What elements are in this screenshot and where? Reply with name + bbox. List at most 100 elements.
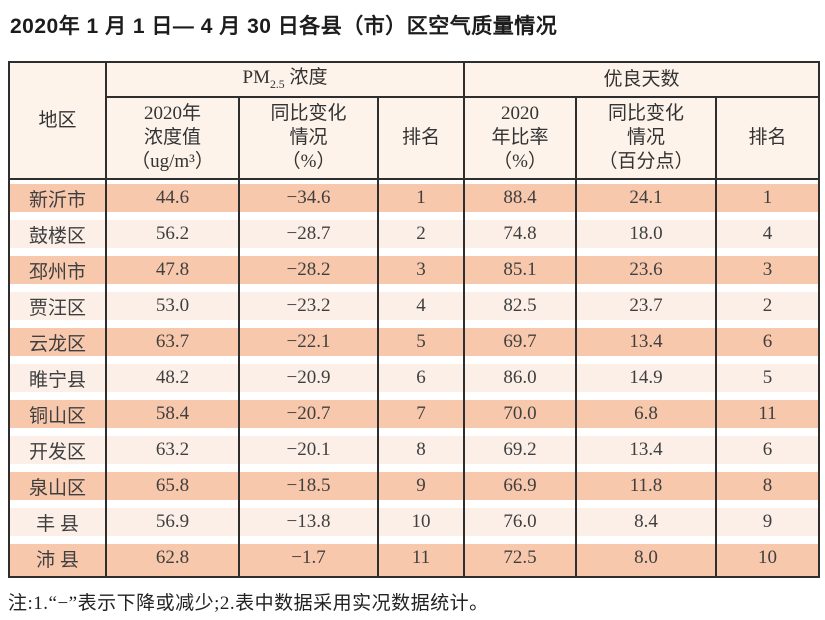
header-sub-row: 2020年 浓度值 （ug/m³） 同比变化 情况 （%） 排名 2020 年比… bbox=[9, 97, 821, 180]
good-rank-cell: 3 bbox=[714, 252, 821, 288]
region-cell: 云龙区 bbox=[8, 324, 107, 360]
pm25-change-cell: −23.2 bbox=[238, 288, 379, 324]
pm25-value-cell: 56.2 bbox=[105, 216, 240, 252]
air-quality-table: 地区 PM2.5 浓度 优良天数 2020年 浓度值 （ug/m³） 同比变化 … bbox=[8, 61, 821, 578]
pm25-rank-cell: 3 bbox=[377, 252, 465, 288]
good-change-cell: 23.6 bbox=[575, 252, 717, 288]
good-rate-cell: 70.0 bbox=[463, 396, 577, 432]
good-change-cell: 11.8 bbox=[575, 468, 717, 504]
col-header-region: 地区 bbox=[8, 62, 107, 180]
footnote: 注:1.“−”表示下降或减少;2.表中数据采用实况数据统计。 bbox=[8, 593, 489, 614]
pm25-rank-cell: 6 bbox=[377, 360, 465, 396]
pm25-subscript: 2.5 bbox=[269, 78, 285, 92]
pm25-rank-cell: 7 bbox=[377, 396, 465, 432]
pm25-value-cell: 48.2 bbox=[105, 360, 240, 396]
table-row: 新沂市 44.6 −34.6 1 88.4 24.1 1 bbox=[8, 179, 821, 216]
good-rank-cell: 5 bbox=[714, 360, 821, 396]
pm25-rank-cell: 9 bbox=[377, 468, 465, 504]
pm25-rank-cell: 4 bbox=[377, 288, 465, 324]
pm25-change-cell: −20.1 bbox=[238, 432, 379, 468]
pm25-change-cell: −20.9 bbox=[238, 360, 379, 396]
region-cell: 邳州市 bbox=[8, 252, 107, 288]
good-change-cell: 14.9 bbox=[575, 360, 717, 396]
col-header-pm25-rank: 排名 bbox=[377, 97, 465, 180]
col-header-good-rate: 2020 年比率 （%） bbox=[463, 97, 577, 180]
pm25-change-cell: −34.6 bbox=[238, 179, 379, 216]
region-cell: 鼓楼区 bbox=[8, 216, 107, 252]
pm25-change-cell: −28.7 bbox=[238, 216, 379, 252]
pm25-rank-cell: 2 bbox=[377, 216, 465, 252]
region-cell: 贾汪区 bbox=[8, 288, 107, 324]
table-body: 新沂市 44.6 −34.6 1 88.4 24.1 1 鼓楼区 56.2 −28.7 2 74.8 1… bbox=[8, 179, 821, 577]
pm25-change-cell: −28.2 bbox=[238, 252, 379, 288]
table-row: 丰 县 56.9 −13.8 10 76.0 8.4 9 bbox=[8, 504, 821, 540]
col-header-good-change: 同比变化 情况 （百分点） bbox=[575, 97, 717, 180]
good-rate-cell: 74.8 bbox=[463, 216, 577, 252]
pm25-change-cell: −1.7 bbox=[238, 540, 379, 577]
good-rank-cell: 10 bbox=[714, 540, 821, 577]
pm25-value-cell: 65.8 bbox=[105, 468, 240, 504]
col-header-pm25-change: 同比变化 情况 （%） bbox=[238, 97, 379, 180]
pm25-value-cell: 58.4 bbox=[105, 396, 240, 432]
pm25-change-cell: −20.7 bbox=[238, 396, 379, 432]
good-rank-cell: 2 bbox=[714, 288, 821, 324]
pm25-value-cell: 44.6 bbox=[105, 179, 240, 216]
pm25-prefix: PM bbox=[242, 67, 270, 89]
good-change-cell: 8.0 bbox=[575, 540, 717, 577]
region-cell: 铜山区 bbox=[8, 396, 107, 432]
table-row: 云龙区 63.7 −22.1 5 69.7 13.4 6 bbox=[8, 324, 821, 360]
pm25-value-cell: 56.9 bbox=[105, 504, 240, 540]
good-rate-cell: 69.2 bbox=[463, 432, 577, 468]
good-rate-cell: 76.0 bbox=[463, 504, 577, 540]
region-cell: 丰 县 bbox=[8, 504, 107, 540]
good-rate-cell: 69.7 bbox=[463, 324, 577, 360]
col-header-pm25-value: 2020年 浓度值 （ug/m³） bbox=[105, 97, 240, 180]
region-cell: 睢宁县 bbox=[8, 360, 107, 396]
table-header: 地区 PM2.5 浓度 优良天数 2020年 浓度值 （ug/m³） 同比变化 … bbox=[8, 62, 821, 180]
good-rank-cell: 9 bbox=[714, 504, 821, 540]
table-row: 鼓楼区 56.2 −28.7 2 74.8 18.0 4 bbox=[8, 216, 821, 252]
pm25-rank-cell: 10 bbox=[377, 504, 465, 540]
region-cell: 泉山区 bbox=[8, 468, 107, 504]
region-cell: 开发区 bbox=[8, 432, 107, 468]
table-row: 邳州市 47.8 −28.2 3 85.1 23.6 3 bbox=[8, 252, 821, 288]
pm25-change-cell: −18.5 bbox=[238, 468, 379, 504]
pm25-rank-cell: 11 bbox=[377, 540, 465, 577]
table-row: 睢宁县 48.2 −20.9 6 86.0 14.9 5 bbox=[8, 360, 821, 396]
pm25-rank-cell: 8 bbox=[377, 432, 465, 468]
good-change-cell: 8.4 bbox=[575, 504, 717, 540]
good-change-cell: 6.8 bbox=[575, 396, 717, 432]
good-rate-cell: 86.0 bbox=[463, 360, 577, 396]
pm25-value-cell: 53.0 bbox=[105, 288, 240, 324]
pm25-change-cell: −13.8 bbox=[238, 504, 379, 540]
good-change-cell: 24.1 bbox=[575, 179, 717, 216]
good-change-cell: 23.7 bbox=[575, 288, 717, 324]
good-rank-cell: 6 bbox=[714, 432, 821, 468]
header-group-row: 地区 PM2.5 浓度 优良天数 bbox=[8, 62, 821, 180]
good-rate-cell: 88.4 bbox=[463, 179, 577, 216]
pm25-value-cell: 62.8 bbox=[105, 540, 240, 577]
table-row: 铜山区 58.4 −20.7 7 70.0 6.8 11 bbox=[8, 396, 821, 432]
good-rank-cell: 1 bbox=[714, 179, 821, 216]
table-row: 泉山区 65.8 −18.5 9 66.9 11.8 8 bbox=[8, 468, 821, 504]
pm25-value-cell: 63.2 bbox=[105, 432, 240, 468]
good-rank-cell: 6 bbox=[714, 324, 821, 360]
col-header-good-rank: 排名 bbox=[714, 97, 821, 180]
page-title: 2020年 1 月 1 日— 4 月 30 日各县（市）区空气质量情况 bbox=[10, 15, 558, 38]
good-rate-cell: 82.5 bbox=[463, 288, 577, 324]
good-rate-cell: 66.9 bbox=[463, 468, 577, 504]
good-change-cell: 18.0 bbox=[575, 216, 717, 252]
table-row: 贾汪区 53.0 −23.2 4 82.5 23.7 2 bbox=[8, 288, 821, 324]
good-change-cell: 13.4 bbox=[575, 324, 717, 360]
col-group-pm25: PM2.5 浓度 bbox=[105, 62, 465, 98]
pm25-change-cell: −22.1 bbox=[238, 324, 379, 360]
good-rank-cell: 11 bbox=[714, 396, 821, 432]
good-rank-cell: 4 bbox=[714, 216, 821, 252]
col-group-good-days: 优良天数 bbox=[462, 62, 821, 98]
pm25-rank-cell: 5 bbox=[377, 324, 465, 360]
pm25-value-cell: 47.8 bbox=[105, 252, 240, 288]
pm25-suffix: 浓度 bbox=[284, 67, 328, 89]
table-row: 沛 县 62.8 −1.7 11 72.5 8.0 10 bbox=[8, 540, 821, 577]
pm25-rank-cell: 1 bbox=[377, 179, 465, 216]
